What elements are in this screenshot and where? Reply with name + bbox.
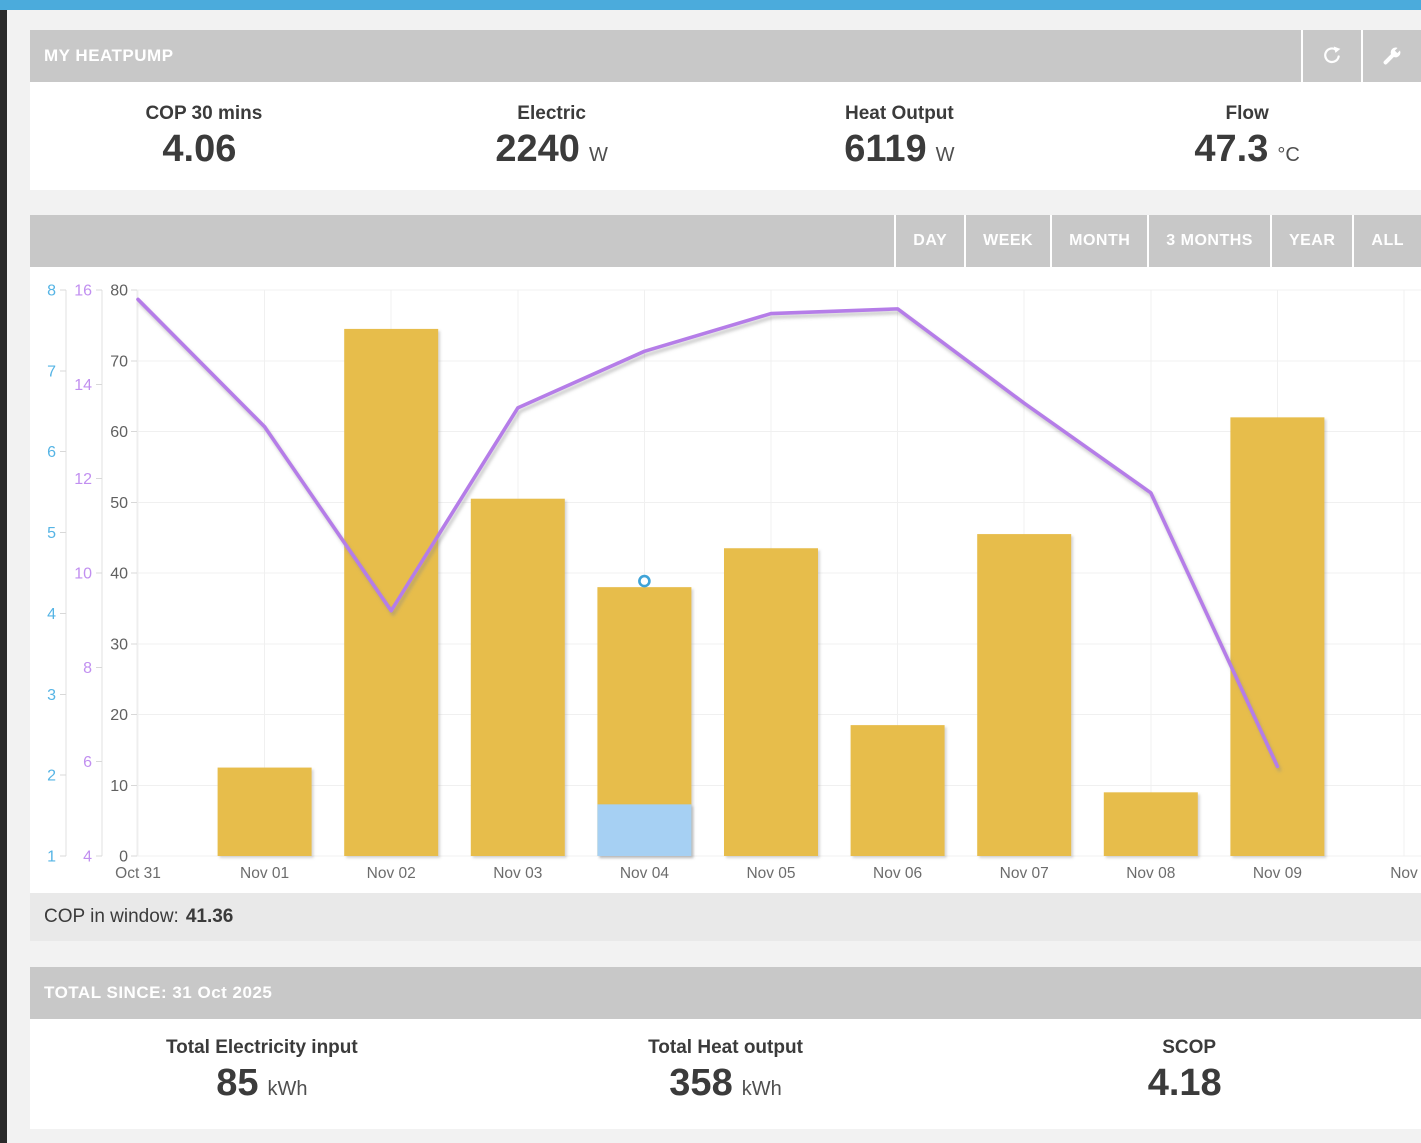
stat-value: 85 kWh	[216, 1062, 308, 1104]
stat-label: Total Electricity input	[165, 1037, 358, 1058]
y-axis-black: 0 10 20 30 40 50 60 70 80	[110, 283, 137, 866]
stat-label: Heat Output	[845, 103, 954, 124]
svg-text:Nov 02: Nov 02	[367, 865, 416, 882]
range-button-all[interactable]: ALL	[1352, 215, 1421, 267]
time-range-toolbar: DAY WEEK MONTH 3 MONTHS YEAR ALL	[30, 215, 1421, 267]
stat-flow: Flow 47.3 °C	[1073, 82, 1421, 190]
stat-label: Flow	[1225, 103, 1269, 124]
svg-text:Nov 04: Nov 04	[620, 865, 669, 882]
heatpump-panel: MY HEATPUMP COP 30 mins 4.06 Elect	[30, 30, 1421, 190]
svg-text:Nov 08: Nov 08	[1126, 865, 1175, 882]
svg-text:70: 70	[110, 353, 128, 370]
export-button[interactable]	[1301, 30, 1361, 82]
cop-window-value: 41.36	[185, 906, 234, 927]
stat-value: 4.18	[1147, 1062, 1222, 1104]
totals-title: TOTAL SINCE: 31 Oct 2025	[44, 983, 273, 1002]
stat-value: 47.3 °C	[1194, 128, 1300, 170]
purple-line[interactable]	[136, 297, 1280, 769]
totals-stats-row: Total Electricity input 85 kWh Total Heat o…	[30, 1019, 1421, 1129]
page-title: MY HEATPUMP	[44, 46, 174, 65]
stat-label: SCOP	[1162, 1037, 1217, 1058]
stat-value: 2240 W	[495, 128, 608, 170]
stat-scop: SCOP 4.18	[957, 1019, 1421, 1129]
y-axis-purple: 4 6 8 10 12 14 16	[74, 283, 103, 866]
cop-window-label: COP in window:	[44, 906, 179, 927]
svg-text:2: 2	[47, 768, 56, 785]
page-content: MY HEATPUMP COP 30 mins 4.06 Elect	[30, 10, 1421, 1129]
svg-text:10: 10	[110, 778, 128, 795]
stat-heat-output: Heat Output 6119 W	[726, 82, 1074, 190]
svg-text:Nov: Nov	[1390, 865, 1418, 882]
cop-window-row: COP in window: 41.36	[30, 893, 1421, 941]
range-button-month[interactable]: MONTH	[1050, 215, 1147, 267]
svg-text:4: 4	[83, 849, 92, 866]
blue-point-marker[interactable]	[638, 574, 651, 588]
svg-text:5: 5	[47, 525, 56, 542]
stat-value: 358 kWh	[669, 1062, 782, 1104]
settings-button[interactable]	[1361, 30, 1421, 82]
stat-value: 4.06	[162, 128, 237, 170]
svg-text:Nov 05: Nov 05	[746, 865, 795, 882]
svg-text:0: 0	[119, 849, 128, 866]
heatpump-panel-header: MY HEATPUMP	[30, 30, 1421, 82]
range-button-year[interactable]: YEAR	[1269, 215, 1352, 267]
header-icon-buttons	[1301, 30, 1421, 82]
stat-value: 6119 W	[844, 128, 955, 170]
heatpump-chart[interactable]: 123456784681012141601020304050607080Oct …	[30, 267, 1421, 893]
svg-text:Nov 01: Nov 01	[240, 865, 289, 882]
svg-text:Nov 07: Nov 07	[1000, 865, 1049, 882]
live-stats-row: COP 30 mins 4.06 Electric 2240 W Heat Output 6…	[30, 82, 1421, 190]
svg-text:16: 16	[74, 283, 92, 300]
wrench-icon	[1383, 46, 1402, 65]
svg-text:12: 12	[74, 471, 92, 488]
svg-text:50: 50	[110, 495, 128, 512]
totals-panel-header: TOTAL SINCE: 31 Oct 2025	[30, 967, 1421, 1019]
svg-text:Nov 06: Nov 06	[873, 865, 922, 882]
svg-text:8: 8	[47, 283, 56, 300]
chart-canvas[interactable]: 1 2 3 4 5 6 7 8 4 6 8 10 12 14 16 0 10 20 30 40 50 60 70 80 Oct …	[30, 267, 1421, 893]
stat-cop-30-mins: COP 30 mins 4.06	[30, 82, 378, 190]
yellow-bars[interactable]	[217, 328, 1325, 857]
stat-label: Electric	[517, 103, 586, 124]
stat-label: COP 30 mins	[145, 103, 263, 124]
stat-total-electricity-input: Total Electricity input 85 kWh	[30, 1019, 494, 1129]
svg-text:Nov 03: Nov 03	[493, 865, 542, 882]
svg-text:8: 8	[83, 660, 92, 677]
sidebar-strip	[0, 10, 7, 1143]
range-button-week[interactable]: WEEK	[964, 215, 1050, 267]
svg-text:Nov 09: Nov 09	[1253, 865, 1302, 882]
svg-text:6: 6	[83, 754, 92, 771]
totals-panel: TOTAL SINCE: 31 Oct 2025 Total Electrici…	[30, 967, 1421, 1129]
svg-text:14: 14	[74, 377, 92, 394]
svg-text:6: 6	[47, 444, 56, 461]
stat-electric: Electric 2240 W	[378, 82, 726, 190]
x-axis-labels: Oct 31 Nov 01 Nov 02 Nov 03 Nov 04 Nov 05 Nov …	[115, 865, 1418, 882]
svg-text:20: 20	[110, 707, 128, 724]
range-button-day[interactable]: DAY	[894, 215, 964, 267]
range-button-3-months[interactable]: 3 MONTHS	[1147, 215, 1270, 267]
export-icon	[1324, 46, 1341, 64]
svg-text:10: 10	[74, 566, 92, 583]
svg-text:60: 60	[110, 424, 128, 441]
stat-total-heat-output: Total Heat output 358 kWh	[494, 1019, 958, 1129]
svg-text:4: 4	[47, 606, 56, 623]
stat-label: Total Heat output	[648, 1037, 803, 1058]
svg-text:1: 1	[47, 849, 56, 866]
top-accent-bar	[0, 0, 1421, 10]
svg-text:80: 80	[110, 283, 128, 300]
svg-text:7: 7	[47, 363, 56, 380]
svg-text:40: 40	[110, 566, 128, 583]
y-axis-blue: 1 2 3 4 5 6 7 8	[47, 283, 67, 866]
svg-text:Oct 31: Oct 31	[115, 865, 161, 882]
svg-text:30: 30	[110, 636, 128, 653]
blue-bar[interactable]	[597, 804, 692, 856]
svg-text:3: 3	[47, 687, 56, 704]
